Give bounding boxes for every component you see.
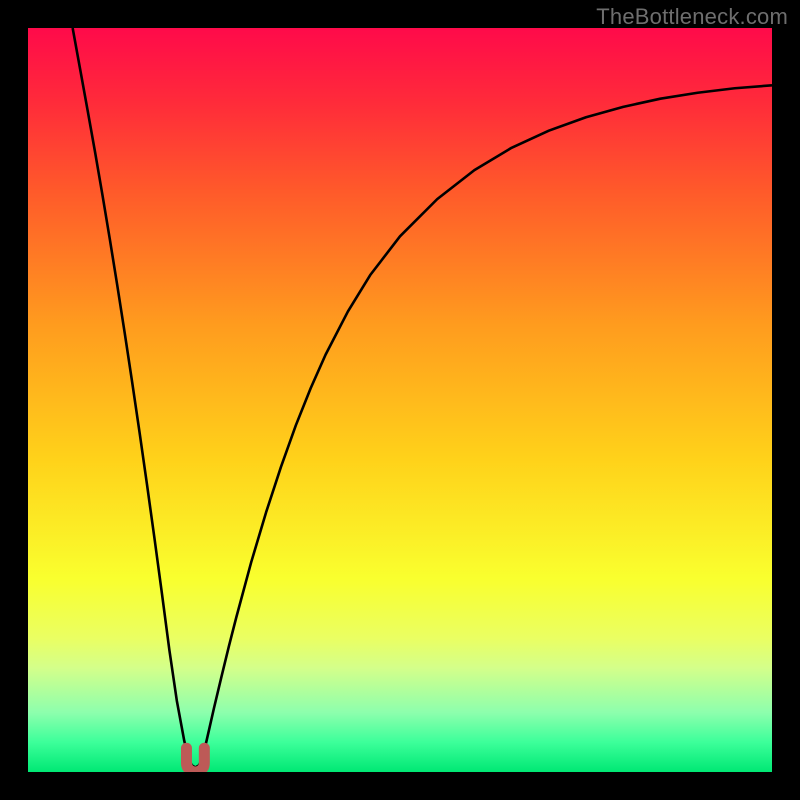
chart-stage: TheBottleneck.com (0, 0, 800, 800)
gradient-background (28, 28, 772, 772)
chart-svg (0, 0, 800, 800)
